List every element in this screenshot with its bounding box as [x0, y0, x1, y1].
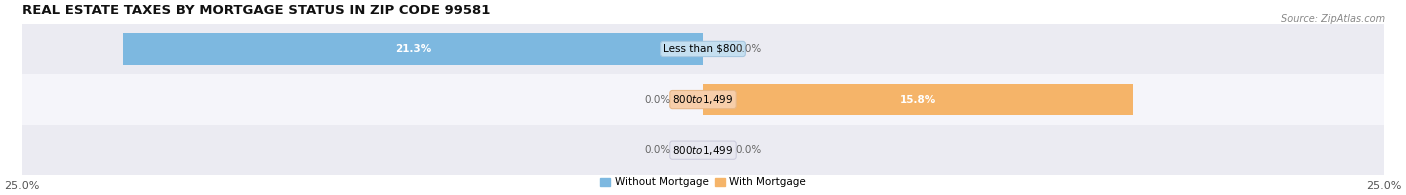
- Text: Source: ZipAtlas.com: Source: ZipAtlas.com: [1281, 14, 1385, 24]
- Text: Less than $800: Less than $800: [664, 44, 742, 54]
- Text: $800 to $1,499: $800 to $1,499: [672, 144, 734, 157]
- Text: 21.3%: 21.3%: [395, 44, 432, 54]
- Text: 0.0%: 0.0%: [735, 145, 762, 155]
- Text: $800 to $1,499: $800 to $1,499: [672, 93, 734, 106]
- Bar: [122, 33, 703, 65]
- Text: REAL ESTATE TAXES BY MORTGAGE STATUS IN ZIP CODE 99581: REAL ESTATE TAXES BY MORTGAGE STATUS IN …: [22, 4, 491, 17]
- Bar: [22, 125, 1384, 176]
- Legend: Without Mortgage, With Mortgage: Without Mortgage, With Mortgage: [596, 173, 810, 192]
- Bar: [703, 84, 1133, 115]
- Text: 0.0%: 0.0%: [644, 95, 671, 105]
- Text: 15.8%: 15.8%: [900, 95, 936, 105]
- Text: 0.0%: 0.0%: [644, 145, 671, 155]
- Text: 0.0%: 0.0%: [735, 44, 762, 54]
- Bar: [22, 24, 1384, 74]
- Bar: [22, 74, 1384, 125]
